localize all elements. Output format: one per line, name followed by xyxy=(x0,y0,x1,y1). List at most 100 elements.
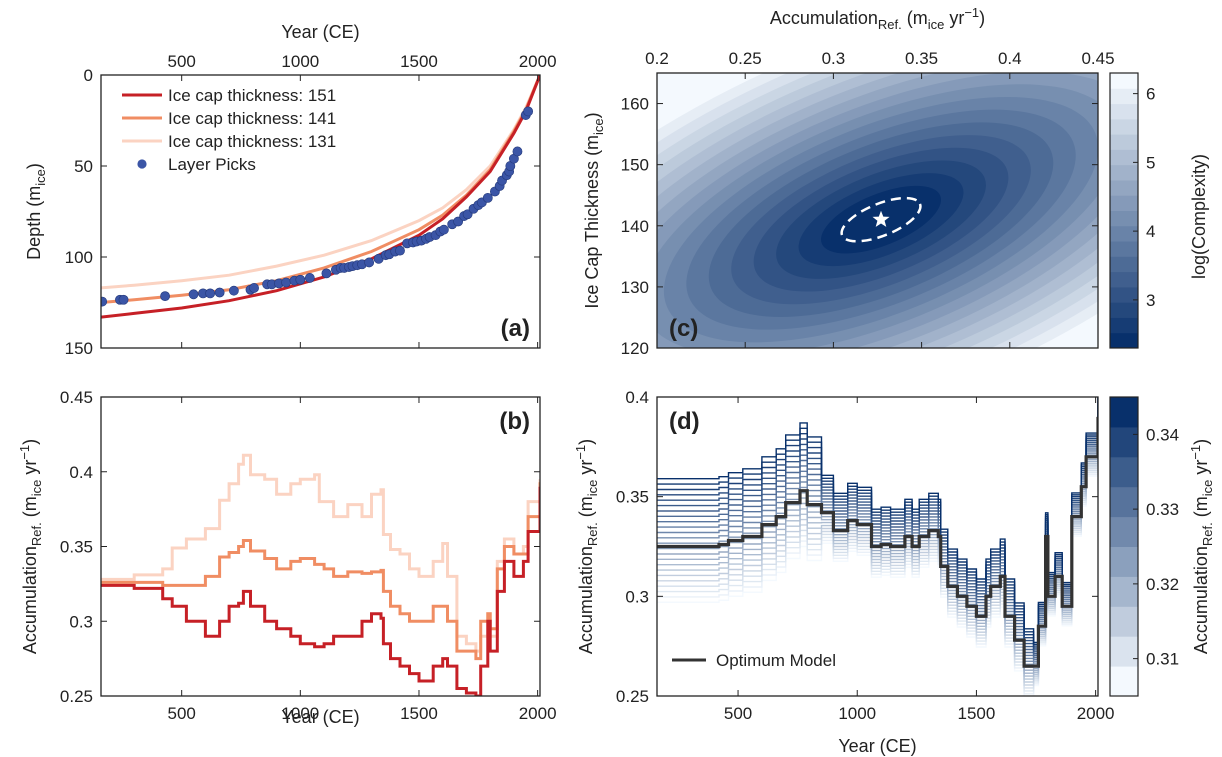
x-label-part: ice xyxy=(928,17,945,32)
y-tick-label: 50 xyxy=(74,157,93,176)
y-tick-label: 0.4 xyxy=(625,388,649,407)
x-label-part: Ref. xyxy=(878,17,902,32)
panel-label: (c) xyxy=(669,315,698,342)
colorbar-band xyxy=(1110,272,1138,288)
y-label-part: −1 xyxy=(573,445,588,460)
colorbar-band xyxy=(1110,180,1138,196)
colorbar-tick-label: 0.32 xyxy=(1146,575,1179,594)
x-tick-label: 2000 xyxy=(519,52,557,71)
y-tick-label: 120 xyxy=(621,339,649,358)
colorbar-band xyxy=(1110,333,1138,349)
colorbar-label-part: −1 xyxy=(1188,445,1203,460)
x-label-part: (m xyxy=(902,8,928,28)
y-axis-label: Ice Cap Thickness (mice) xyxy=(582,112,606,308)
colorbar-tick-label: 4 xyxy=(1146,222,1155,241)
layer-pick-point xyxy=(322,269,331,278)
colorbar-band xyxy=(1110,636,1138,666)
layer-pick-point xyxy=(296,275,305,284)
x-tick-label: 1000 xyxy=(838,704,876,723)
x-tick-label: 2000 xyxy=(519,704,557,723)
x-tick-label: 0.45 xyxy=(1081,49,1114,68)
colorbar-label-part: Accumulation xyxy=(1191,546,1211,654)
colorbar-tick-label: 0.33 xyxy=(1146,500,1179,519)
y-label-part: Accumulation xyxy=(20,546,40,654)
x-label-part: yr xyxy=(944,8,964,28)
layer-pick-point xyxy=(513,147,522,156)
panel-b-lines xyxy=(101,455,540,696)
y-label-part: ice xyxy=(29,480,44,497)
y-axis-label: AccumulationRef. (mice yr−1) xyxy=(573,439,600,654)
y-label-part: ) xyxy=(24,163,44,169)
y-label-part: yr xyxy=(20,460,40,480)
x-tick-label: 2000 xyxy=(1077,704,1115,723)
colorbar-band xyxy=(1110,211,1138,227)
y-label-sub: ice xyxy=(591,118,606,135)
x-tick-label: 1000 xyxy=(281,52,319,71)
colorbar-tick-label: 0.34 xyxy=(1146,425,1179,444)
ensemble-line xyxy=(657,408,1098,657)
x-tick-label: 1500 xyxy=(958,704,996,723)
colorbar-band xyxy=(1110,134,1138,150)
y-label-sub: ice xyxy=(33,169,48,186)
ensemble-line xyxy=(657,405,1098,654)
x-label-part: −1 xyxy=(964,5,979,20)
colorbar-band xyxy=(1110,427,1138,457)
x-tick-label: 500 xyxy=(167,704,195,723)
y-label-part: Depth (m xyxy=(24,186,44,260)
y-tick-label: 150 xyxy=(65,339,93,358)
y-label-part: ice xyxy=(585,480,600,497)
layer-pick-point xyxy=(305,273,314,282)
colorbar-label-part: yr xyxy=(1191,460,1211,480)
y-tick-label: 130 xyxy=(621,278,649,297)
colorbar-band xyxy=(1110,457,1138,487)
ensemble-line xyxy=(657,410,1098,659)
ensemble-line xyxy=(657,418,1098,668)
layer-pick-point xyxy=(439,225,448,234)
colorbar-band xyxy=(1110,606,1138,636)
legend-swatch xyxy=(137,159,146,168)
y-label-part: yr xyxy=(576,460,596,480)
colorbar-band xyxy=(1110,226,1138,242)
y-axis-label: Depth (mice) xyxy=(24,163,48,260)
panel-label: (a) xyxy=(501,315,530,342)
y-tick-label: 0.3 xyxy=(625,587,649,606)
x-tick-label: 1500 xyxy=(400,52,438,71)
colorbar-band xyxy=(1110,119,1138,135)
colorbar-tick-label: 6 xyxy=(1146,85,1155,104)
x-axis-label: AccumulationRef. (mice yr−1) xyxy=(770,5,985,32)
y-tick-label: 140 xyxy=(621,217,649,236)
x-axis-label: Year (CE) xyxy=(838,736,916,756)
colorbar-band xyxy=(1110,517,1138,547)
colorbar-label-part: ice xyxy=(1200,480,1215,497)
layer-pick-point xyxy=(229,286,238,295)
y-label-part: Ref. xyxy=(29,522,44,546)
layer-pick-point xyxy=(483,193,492,202)
ensemble-line xyxy=(657,416,1098,665)
legend-label: Optimum Model xyxy=(716,651,836,670)
layer-pick-point xyxy=(98,297,107,306)
y-tick-label: 0.35 xyxy=(60,538,93,557)
x-axis-label: Year (CE) xyxy=(281,707,359,727)
x-tick-label: 0.3 xyxy=(822,49,846,68)
legend-label: Layer Picks xyxy=(168,155,256,174)
y-tick-label: 0 xyxy=(84,66,93,85)
y-tick-label: 0.25 xyxy=(616,687,649,706)
y-tick-label: 0.45 xyxy=(60,388,93,407)
colorbar-band xyxy=(1110,547,1138,577)
panel-label: (b) xyxy=(499,408,530,435)
layer-pick-point xyxy=(206,289,215,298)
colorbar-band xyxy=(1110,241,1138,257)
y-tick-label: 0.25 xyxy=(60,687,93,706)
layer-pick-point xyxy=(160,292,169,301)
colorbar-band xyxy=(1110,302,1138,318)
y-label-part: −1 xyxy=(17,445,32,460)
colorbar-band xyxy=(1110,666,1138,696)
y-tick-label: 0.4 xyxy=(69,463,93,482)
y-axis-label: AccumulationRef. (mice yr−1) xyxy=(17,439,44,654)
x-tick-label: 0.25 xyxy=(729,49,762,68)
colorbar-band xyxy=(1110,73,1138,89)
x-tick-label: 0.2 xyxy=(645,49,669,68)
y-label-part: Ref. xyxy=(585,522,600,546)
x-label-part: ) xyxy=(979,8,985,28)
colorbar-band xyxy=(1110,88,1138,104)
